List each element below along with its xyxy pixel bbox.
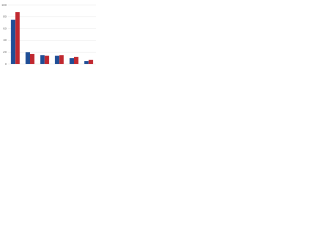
bar bbox=[54, 55, 60, 64]
bar bbox=[30, 53, 35, 64]
y-tick-label: 80 bbox=[3, 15, 7, 19]
y-tick-label: 20 bbox=[3, 50, 7, 54]
bar bbox=[88, 59, 94, 64]
chart: 0 20 40 60 80 100 bbox=[1, 3, 96, 66]
y-tick-label: 0 bbox=[5, 62, 7, 66]
bar bbox=[10, 19, 16, 64]
y-tick-label: 60 bbox=[3, 26, 7, 30]
bar bbox=[44, 55, 50, 64]
bar bbox=[74, 56, 79, 64]
y-tick-label: 100 bbox=[1, 3, 6, 7]
bar bbox=[84, 61, 89, 64]
bar bbox=[40, 55, 45, 64]
bar bbox=[25, 52, 30, 64]
bar bbox=[59, 55, 64, 64]
y-tick-label: 40 bbox=[3, 38, 7, 42]
bar bbox=[69, 58, 74, 64]
bar bbox=[15, 12, 20, 64]
